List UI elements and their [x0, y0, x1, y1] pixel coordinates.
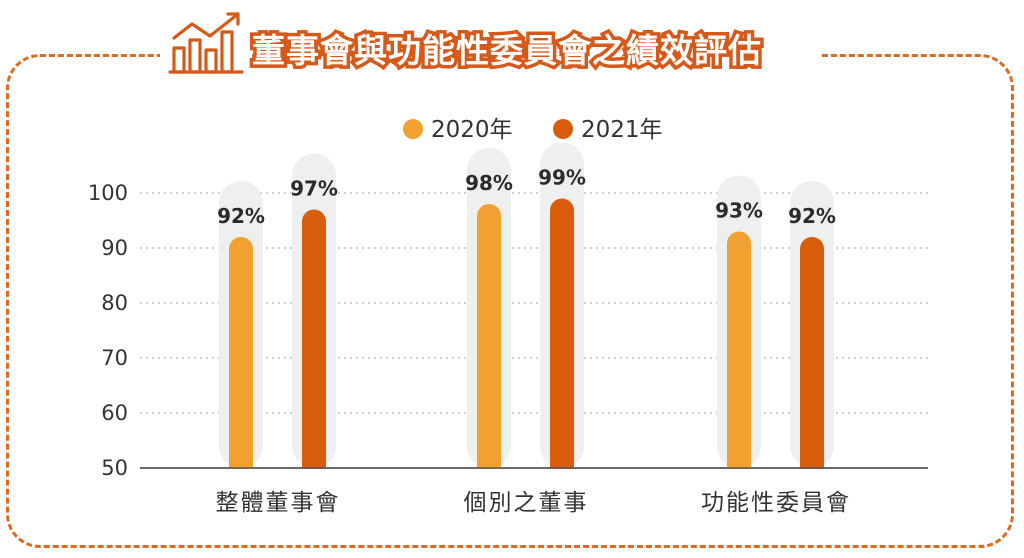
- bar: [800, 237, 824, 480]
- bar: [229, 237, 253, 480]
- bar: [727, 231, 751, 480]
- y-tick-label: 90: [101, 236, 128, 260]
- y-tick-label: 70: [101, 346, 128, 370]
- data-label: 92%: [217, 204, 265, 228]
- y-tick-label: 80: [101, 291, 128, 315]
- legend-marker: [403, 119, 423, 139]
- legend: 2020年 2021年: [403, 117, 663, 143]
- legend-label: 2020年: [431, 117, 513, 143]
- y-axis-ticks: 100 90 80 70 60 50: [88, 181, 128, 480]
- data-label: 93%: [715, 199, 763, 223]
- data-label: 98%: [465, 171, 513, 195]
- legend-marker: [553, 119, 573, 139]
- y-tick-label: 100: [88, 181, 128, 205]
- category-label: 功能性委員會: [701, 490, 851, 516]
- bar: [302, 209, 326, 480]
- bars: 92% 98% 93% 97% 99% 92%: [140, 142, 928, 483]
- data-label: 97%: [290, 177, 338, 201]
- y-tick-label: 60: [101, 401, 128, 425]
- category-labels: 整體董事會 個別之董事 功能性委員會: [216, 490, 851, 516]
- y-tick-label: 50: [101, 456, 128, 480]
- bar-chart-trend-icon: [168, 12, 244, 74]
- data-label: 92%: [788, 204, 836, 228]
- category-label: 個別之董事: [464, 490, 589, 516]
- title-banner: 董事會與功能性委員會之績效評估: [160, 8, 820, 78]
- bar: [477, 204, 501, 480]
- bar: [550, 198, 574, 480]
- category-label: 整體董事會: [216, 490, 341, 516]
- data-label: 99%: [538, 166, 586, 190]
- axis-mask: [140, 469, 928, 483]
- page-title: 董事會與功能性委員會之績效評估: [249, 28, 765, 74]
- legend-label: 2021年: [581, 117, 663, 143]
